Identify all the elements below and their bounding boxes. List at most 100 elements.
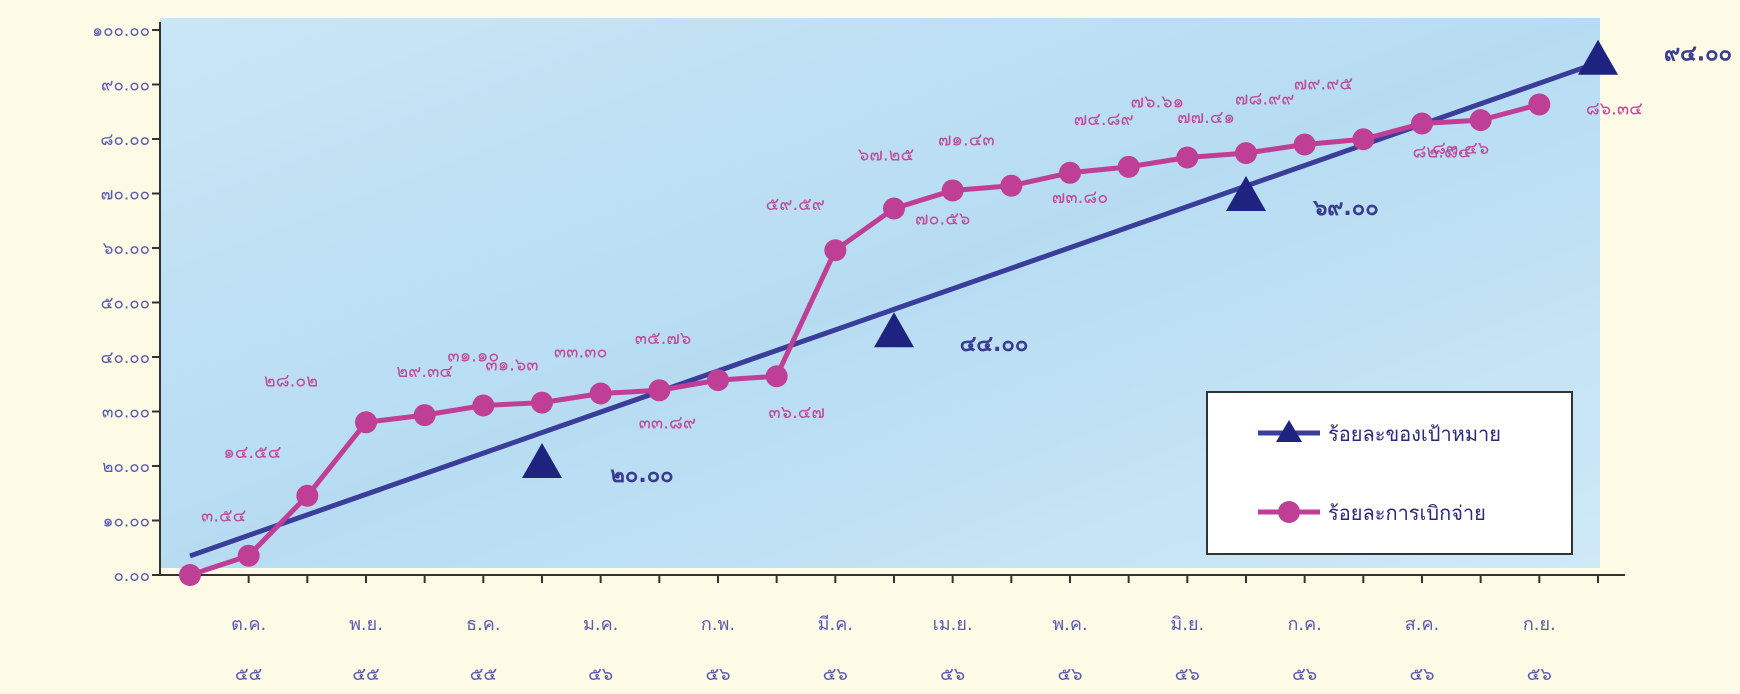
x-tick-label-month: ม.ค. bbox=[583, 614, 618, 635]
actual-data-label: ๒๘.๐๒ bbox=[264, 370, 318, 391]
x-tick-label-year: ๕๖ bbox=[588, 664, 613, 685]
actual-data-label: ๓๑.๖๓ bbox=[485, 355, 538, 376]
y-tick-label: ๓๐.๐๐ bbox=[102, 403, 150, 423]
x-axis: ต.ค. ๕๕ พ.ย. ๕๕ ธ.ค. ๕๕ ม.ค. ๕๖ ก.พ. ๕๖ มี.ค. ๕๖ เม.… bbox=[160, 574, 1625, 685]
actual-point bbox=[707, 369, 729, 392]
actual-data-label: ๗๓.๘๐ bbox=[1052, 187, 1108, 208]
actual-point bbox=[648, 379, 671, 402]
legend-circle-marker bbox=[1278, 501, 1300, 523]
x-tick-label-month: มี.ค. bbox=[818, 614, 853, 635]
y-tick-label: ๐.๐๐ bbox=[113, 566, 150, 586]
series-layer bbox=[179, 39, 1618, 586]
actual-data-label: ๗๗.๔๑ bbox=[1177, 107, 1235, 128]
legend-label-target: ร้อยละของเป้าหมาย bbox=[1328, 422, 1501, 446]
legend-label-actual: ร้อยละการเบิกจ่าย bbox=[1328, 501, 1486, 525]
actual-data-label: ๗๑.๔๓ bbox=[938, 130, 995, 151]
actual-point bbox=[472, 394, 495, 417]
x-tick-label-month: ธ.ค. bbox=[466, 614, 500, 635]
x-tick-label-year: ๕๕ bbox=[352, 664, 379, 685]
actual-data-label: ๓.๕๔ bbox=[201, 506, 246, 527]
actual-data-label: ๕๙.๕๙ bbox=[766, 194, 825, 215]
actual-point bbox=[355, 411, 377, 434]
actual-point bbox=[765, 365, 788, 388]
actual-data-label: ๒๙.๓๔ bbox=[396, 361, 453, 382]
target-data-label: ๔๔.๐๐ bbox=[960, 332, 1029, 357]
actual-data-label: ๖๗.๒๕ bbox=[858, 144, 914, 165]
y-tick-label: ๔๐.๐๐ bbox=[101, 348, 150, 368]
actual-point bbox=[179, 564, 201, 586]
actual-data-label: ๑๔.๕๔ bbox=[223, 442, 281, 463]
x-tick-label-month: ต.ค. bbox=[231, 614, 266, 635]
target-point bbox=[522, 443, 562, 478]
x-tick-label-year: ๕๖ bbox=[940, 664, 965, 685]
actual-point bbox=[883, 197, 905, 220]
x-tick-label-month: พ.ย. bbox=[349, 614, 383, 635]
actual-data-label: ๘๒.๘๔ bbox=[1413, 142, 1472, 163]
target-data-label: ๒๐.๐๐ bbox=[610, 463, 673, 488]
y-tick-label: ๕๐.๐๐ bbox=[101, 294, 150, 314]
x-tick-label-month: ก.พ. bbox=[701, 614, 735, 635]
x-tick-label-month: พ.ค. bbox=[1052, 614, 1087, 635]
x-tick-label-month: เม.ย. bbox=[933, 614, 973, 635]
actual-point bbox=[1059, 161, 1081, 184]
actual-point bbox=[413, 404, 436, 427]
y-tick-label: ๑๐๐.๐๐ bbox=[92, 21, 150, 41]
actual-point bbox=[1352, 128, 1375, 151]
actual-point bbox=[1411, 112, 1433, 135]
x-tick-label-month: มิ.ย. bbox=[1170, 614, 1204, 635]
x-tick-label-month: ส.ค. bbox=[1405, 614, 1439, 635]
actual-point bbox=[1528, 93, 1551, 116]
actual-point bbox=[531, 391, 553, 414]
target-point bbox=[1226, 175, 1266, 211]
actual-point bbox=[1000, 174, 1023, 197]
actual-data-label: ๘๖.๓๔ bbox=[1586, 98, 1643, 119]
x-tick-label-year: ๕๖ bbox=[1409, 664, 1434, 685]
actual-point bbox=[941, 179, 964, 202]
y-tick-label: ๖๐.๐๐ bbox=[103, 239, 150, 259]
actual-point bbox=[237, 544, 260, 567]
x-tick-label-year: ๕๖ bbox=[1292, 664, 1317, 685]
actual-data-label: ๓๖.๔๗ bbox=[768, 402, 825, 423]
x-tick-label-year: ๕๖ bbox=[1057, 664, 1082, 685]
x-tick-label-year: ๕๕ bbox=[470, 664, 497, 685]
y-tick-label: ๙๐.๐๐ bbox=[101, 76, 150, 96]
y-axis: ๐.๐๐ ๑๐.๐๐ ๒๐.๐๐ ๓๐.๐๐ ๔๐.๐๐ ๕๐.๐๐ ๖๐.๐๐ ๗๐.๐๐ ๘… bbox=[92, 21, 161, 586]
x-tick-label-year: ๕๖ bbox=[1527, 664, 1552, 685]
actual-point bbox=[1469, 109, 1492, 132]
legend: ร้อยละของเป้าหมาย ร้อยละการเบิกจ่าย bbox=[1206, 391, 1573, 555]
actual-point bbox=[1117, 155, 1140, 178]
x-tick-label-year: ๕๖ bbox=[705, 664, 730, 685]
y-tick-label: ๗๐.๐๐ bbox=[101, 185, 150, 205]
actual-data-label: ๓๑.๑๐ bbox=[447, 346, 499, 367]
y-tick-label: ๘๐.๐๐ bbox=[100, 130, 150, 150]
target-data-label: ๙๔.๐๐ bbox=[1664, 42, 1732, 67]
actual-data-label: ๓๓.๓๐ bbox=[554, 342, 608, 363]
actual-data-label: ๘๓.๔๖ bbox=[1432, 138, 1489, 159]
actual-data-label: ๓๓.๘๙ bbox=[639, 412, 696, 433]
actual-data-label: ๓๕.๗๖ bbox=[635, 328, 692, 349]
actual-point bbox=[1293, 133, 1316, 156]
actual-data-label: ๗๔.๘๙ bbox=[1074, 109, 1134, 130]
actual-data-label: ๗๐.๕๖ bbox=[915, 208, 970, 229]
actual-point bbox=[824, 239, 847, 262]
target-data-label: ๖๙.๐๐ bbox=[1312, 196, 1378, 221]
actual-point bbox=[296, 484, 319, 507]
y-tick-label: ๑๐.๐๐ bbox=[103, 512, 150, 532]
target-point bbox=[874, 312, 914, 348]
actual-point bbox=[589, 382, 612, 405]
x-tick-label-month: ก.ย. bbox=[1523, 614, 1556, 635]
actual-data-label: ๗๘.๙๙ bbox=[1235, 89, 1295, 110]
actual-data-label: ๗๙.๙๕ bbox=[1294, 73, 1353, 94]
actual-point bbox=[1235, 142, 1257, 165]
y-tick-label: ๒๐.๐๐ bbox=[102, 457, 150, 477]
target-point bbox=[1578, 39, 1618, 75]
legend-triangle-marker bbox=[1276, 420, 1302, 442]
actual-point bbox=[1176, 146, 1199, 169]
actual-data-label: ๗๖.๖๑ bbox=[1131, 91, 1185, 112]
x-tick-label-month: ก.ค. bbox=[1287, 614, 1321, 635]
x-tick-label-year: ๕๖ bbox=[823, 664, 848, 685]
x-tick-label-year: ๕๖ bbox=[1175, 664, 1200, 685]
x-tick-label-year: ๕๕ bbox=[235, 664, 262, 685]
